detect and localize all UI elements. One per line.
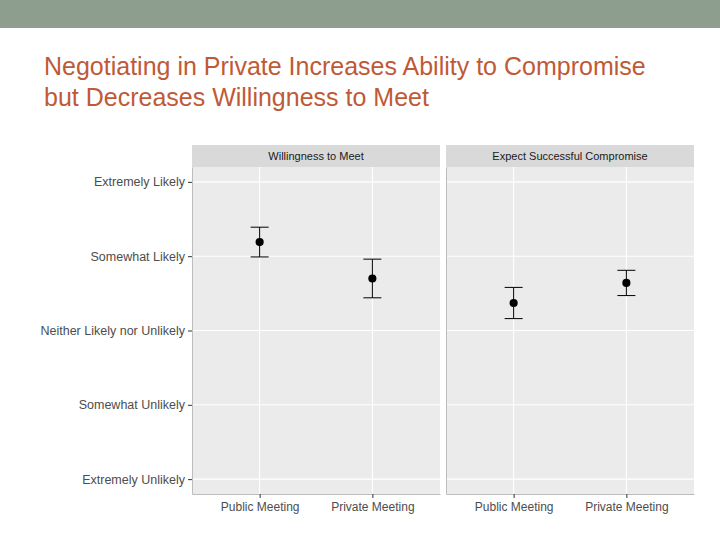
y-tick-label: Somewhat Unlikely [79,398,186,412]
x-tick-label: Public Meeting [221,500,300,514]
grid [446,167,694,494]
error-bar-cap [363,297,381,298]
tick-mark [188,405,192,406]
axis-line [447,494,695,495]
grid-line [446,256,694,257]
tick-mark [514,494,515,498]
grid-line [446,181,694,182]
strip [192,145,440,167]
x-tick: Public Meeting [221,494,300,514]
grid-line [372,167,373,494]
error-bar-cap [251,227,269,228]
error-bar-cap [617,270,635,271]
grid-line [446,404,694,405]
x-tick: Public Meeting [475,494,554,514]
tick-mark [188,256,192,257]
grid-line [259,167,260,494]
tick-mark [626,494,627,498]
panel: Expect Successful Compromise Public Meeti… [446,145,695,514]
axis-line [193,494,441,495]
x-axis: Public Meeting Private Meeting [193,494,441,514]
panel: Willingness to Meet Extremely Unlikely Som… [40,145,440,514]
marks [251,227,382,298]
top-bar [0,0,720,28]
point [622,279,630,287]
grid [192,167,440,494]
error-bar [505,287,523,318]
y-tick: Somewhat Unlikely [79,398,192,412]
marks [505,270,636,318]
grid-line [192,256,440,257]
error-bar-cap [251,256,269,257]
grid-line [192,181,440,182]
tick-mark [188,479,192,480]
plot-background [192,167,440,494]
x-tick-label: Public Meeting [475,500,554,514]
error-bar [617,270,635,295]
tick-mark [372,494,373,498]
x-tick: Private Meeting [331,494,414,514]
x-tick-label: Private Meeting [331,500,414,514]
grid-line [192,404,440,405]
grid-line [446,330,694,331]
grid-line [192,479,440,480]
y-axis [446,168,448,495]
point [368,274,376,282]
error-bar-cap [505,318,523,319]
panel-title: Willingness to Meet [268,150,363,162]
error-bar [363,259,381,298]
tick-mark [188,331,192,332]
chart-svg: Willingness to Meet Extremely Unlikely Som… [0,0,720,540]
y-tick-label: Extremely Likely [94,175,186,189]
grid-line [513,167,514,494]
error-bar-cap [505,287,523,288]
grid-line [446,479,694,480]
grid-line [626,167,627,494]
x-tick: Private Meeting [585,494,668,514]
panel-title: Expect Successful Compromise [492,150,647,162]
axis-line [446,168,447,495]
x-axis: Public Meeting Private Meeting [447,494,695,514]
plot-background [446,167,694,494]
y-tick: Somewhat Likely [91,250,193,264]
axis-line [192,168,193,495]
y-tick-label: Neither Likely nor Unlikely [40,324,185,338]
error-bar [251,227,269,257]
tick-mark [260,494,261,498]
y-tick-label: Somewhat Likely [91,250,186,264]
error-bar-cap [363,259,381,260]
point [256,238,264,246]
strip [446,145,694,167]
error-bar-cap [617,295,635,296]
grid-line [192,330,440,331]
y-tick: Extremely Likely [94,175,192,189]
point [510,299,518,307]
slide-title: Negotiating in Private Increases Ability… [44,51,664,113]
x-tick-label: Private Meeting [585,500,668,514]
y-axis: Extremely Unlikely Somewhat Unlikely Neith… [40,168,192,495]
y-tick: Neither Likely nor Unlikely [40,324,192,338]
y-tick: Extremely Unlikely [82,473,192,487]
tick-mark [188,182,192,183]
y-tick-label: Extremely Unlikely [82,473,186,487]
